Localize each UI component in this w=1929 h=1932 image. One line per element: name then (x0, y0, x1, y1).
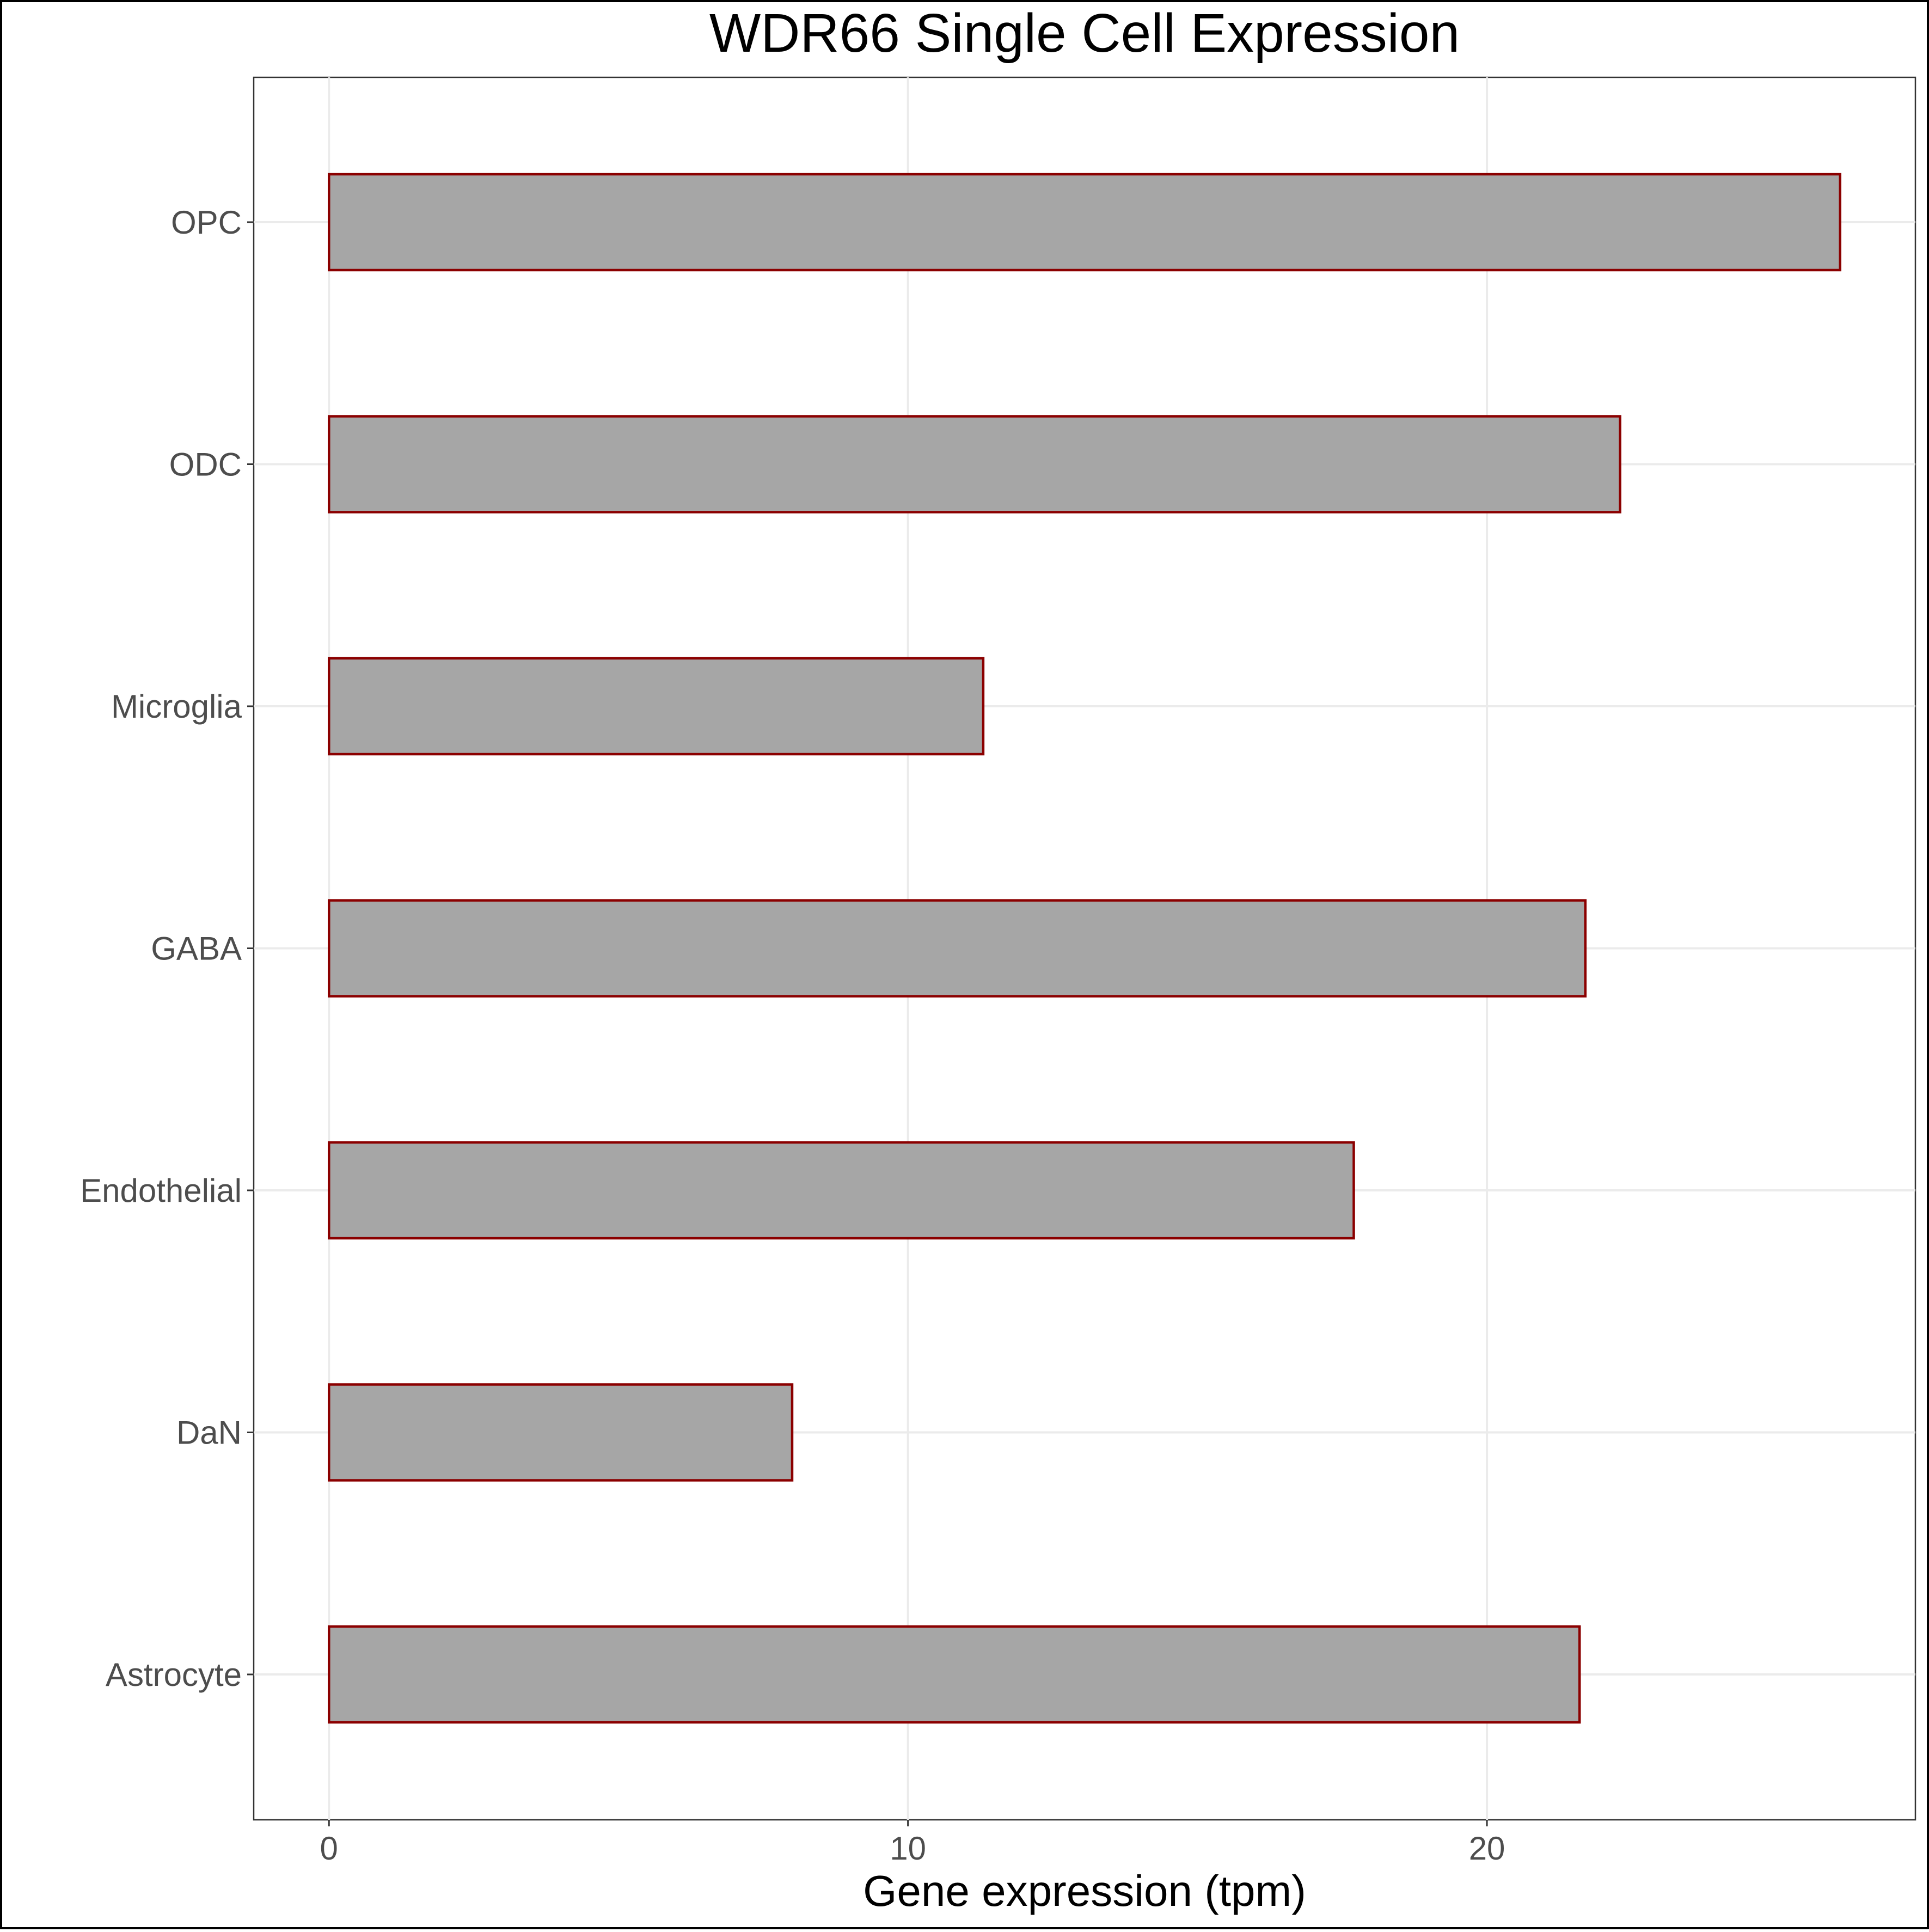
bar-dan (327, 1383, 794, 1482)
chart-title: WDR66 Single Cell Expression (709, 3, 1460, 64)
bar-microglia (327, 657, 985, 756)
bar-gaba (327, 899, 1587, 998)
x-axis-title: Gene expression (tpm) (863, 1867, 1306, 1915)
x-tick-label-0: 0 (320, 1830, 338, 1867)
y-tick-label-gaba: GABA (151, 931, 242, 967)
y-tick-label-endothelial: Endothelial (80, 1172, 242, 1209)
bar-layer (327, 173, 1842, 1724)
y-tick-label-opc: OPC (171, 204, 242, 241)
y-tick-label-microglia: Microglia (111, 688, 242, 725)
bar-opc (327, 173, 1842, 272)
x-tick-label-10: 10 (890, 1830, 926, 1867)
bar-endothelial (327, 1141, 1355, 1240)
y-tick-label-astrocyte: Astrocyte (106, 1656, 242, 1693)
y-tick-label-dan: DaN (176, 1415, 242, 1451)
axis-layer: Astrocyte DaN Endothelial GABA Microglia ODC O… (80, 204, 1505, 1867)
x-tick-label-20: 20 (1469, 1830, 1505, 1867)
bar-astrocyte (327, 1625, 1581, 1724)
bar-odc (327, 415, 1621, 513)
y-tick-label-odc: ODC (169, 447, 242, 483)
